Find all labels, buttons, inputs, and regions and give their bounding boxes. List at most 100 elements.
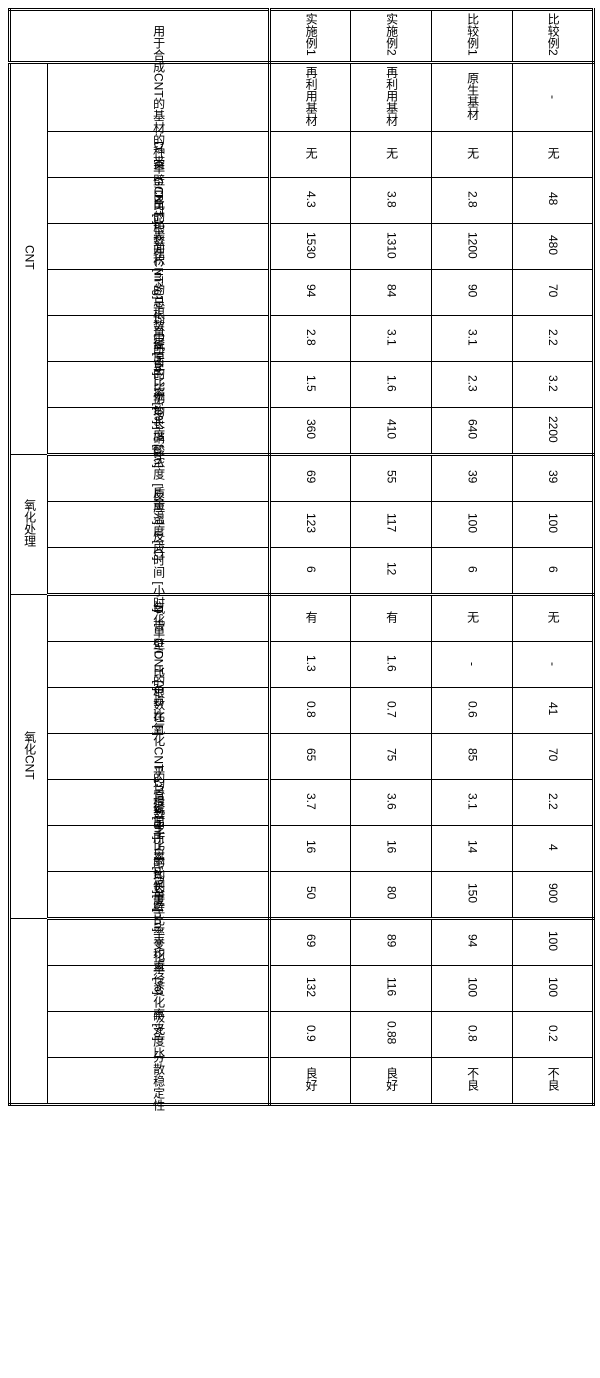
data-cell: 3.7 [270,780,351,826]
data-value: 14 [465,838,478,855]
data-value: 39 [465,468,478,485]
data-value: 3.2 [546,373,559,394]
data-cell: 再利用基材 [351,62,432,131]
data-cell: 0.6 [432,688,513,734]
data-cell: 3.6 [351,780,432,826]
data-value: 0.9 [304,1023,317,1044]
row-label-cell: 反应时间 [小时] [48,548,270,595]
data-value: 3.1 [465,791,478,812]
data-value: 640 [465,417,478,441]
column-header: 实施例1 [304,11,317,58]
data-value: 123 [304,511,317,535]
data-cell: 3.1 [432,316,513,362]
data-cell: 6 [270,548,351,595]
data-cell: 再利用基材 [270,62,351,131]
data-value: 900 [546,881,559,905]
data-value: - [546,93,559,101]
data-cell: 900 [513,872,594,919]
data-value: 不良 [546,1065,559,1093]
data-value: 41 [546,700,559,717]
data-cell: 3.2 [513,362,594,408]
data-value: 100 [546,511,559,535]
data-value: 0.8 [465,1023,478,1044]
data-cell: 150 [432,872,513,919]
data-cell: 原生基材 [432,62,513,131]
data-value: 69 [304,932,317,949]
group-label: 氧化CNT [22,729,35,782]
data-value: 100 [546,929,559,953]
data-value: 360 [304,417,317,441]
data-value: 50 [304,884,317,901]
data-cell: 1.3 [270,642,351,688]
group-cell: 氧化CNT [10,595,48,919]
row-label: 分散稳定性 [151,1049,164,1113]
data-cell: 94 [270,270,351,316]
data-value: 4.3 [304,189,317,210]
data-cell: 100 [432,966,513,1012]
data-cell: 116 [351,966,432,1012]
data-value: 无 [465,145,478,161]
data-cell: 有 [351,595,432,642]
data-table: 实施例1实施例2比较例1比较例2CNT用于合成CNT的基材的种类再利用基材再利用… [8,8,595,1106]
data-cell: 1200 [432,224,513,270]
data-value: 3.1 [384,327,397,348]
data-cell: 12 [351,548,432,595]
data-value: 无 [546,609,559,625]
data-cell: 2.8 [432,178,513,224]
data-value: 150 [465,881,478,905]
group-cell: CNT [10,62,48,454]
data-cell: 75 [351,734,432,780]
data-cell: 3.8 [351,178,432,224]
data-cell: 0.8 [432,1012,513,1058]
data-cell: - [432,642,513,688]
data-cell: 89 [351,919,432,966]
data-cell: 3.1 [432,780,513,826]
data-cell: - [513,642,594,688]
data-cell: 50 [270,872,351,919]
data-cell: 不良 [513,1058,594,1105]
data-cell: 69 [270,919,351,966]
data-value: 良好 [304,1065,317,1093]
data-value: 无 [546,145,559,161]
data-cell: 0.9 [270,1012,351,1058]
data-value: 再利用基材 [304,64,317,128]
data-value: 69 [304,468,317,485]
data-cell: 4.3 [270,178,351,224]
data-cell: 16 [270,826,351,872]
column-header: 比较例1 [465,11,478,58]
data-value: 84 [384,282,397,299]
data-cell: 良好 [351,1058,432,1105]
data-value: 1.3 [304,653,317,674]
data-cell: 55 [351,455,432,502]
data-value: 80 [384,884,397,901]
data-cell: 360 [270,408,351,455]
data-value: 85 [465,746,478,763]
data-cell: 65 [270,734,351,780]
data-value: 70 [546,746,559,763]
data-cell: 1.6 [351,362,432,408]
data-cell: 39 [513,455,594,502]
data-cell: 无 [351,132,432,178]
data-cell: 100 [513,502,594,548]
data-value: 0.2 [546,1023,559,1044]
data-cell: 70 [513,734,594,780]
data-value: 6 [546,564,559,575]
data-cell: 48 [513,178,594,224]
data-value: 1530 [304,230,317,261]
data-cell: 0.8 [270,688,351,734]
group-cell [10,919,48,1105]
data-value: 480 [546,233,559,257]
data-cell: 39 [432,455,513,502]
data-value: 0.6 [465,699,478,720]
data-value: 4 [546,842,559,853]
data-cell: 6 [432,548,513,595]
data-cell: 无 [432,132,513,178]
data-value: 不良 [465,1065,478,1093]
data-value: 100 [465,511,478,535]
data-cell: 良好 [270,1058,351,1105]
data-value: 2200 [546,414,559,445]
data-cell: 无 [513,595,594,642]
data-value: 1310 [384,230,397,261]
data-value: - [465,660,478,668]
data-value: 3.6 [384,791,397,812]
